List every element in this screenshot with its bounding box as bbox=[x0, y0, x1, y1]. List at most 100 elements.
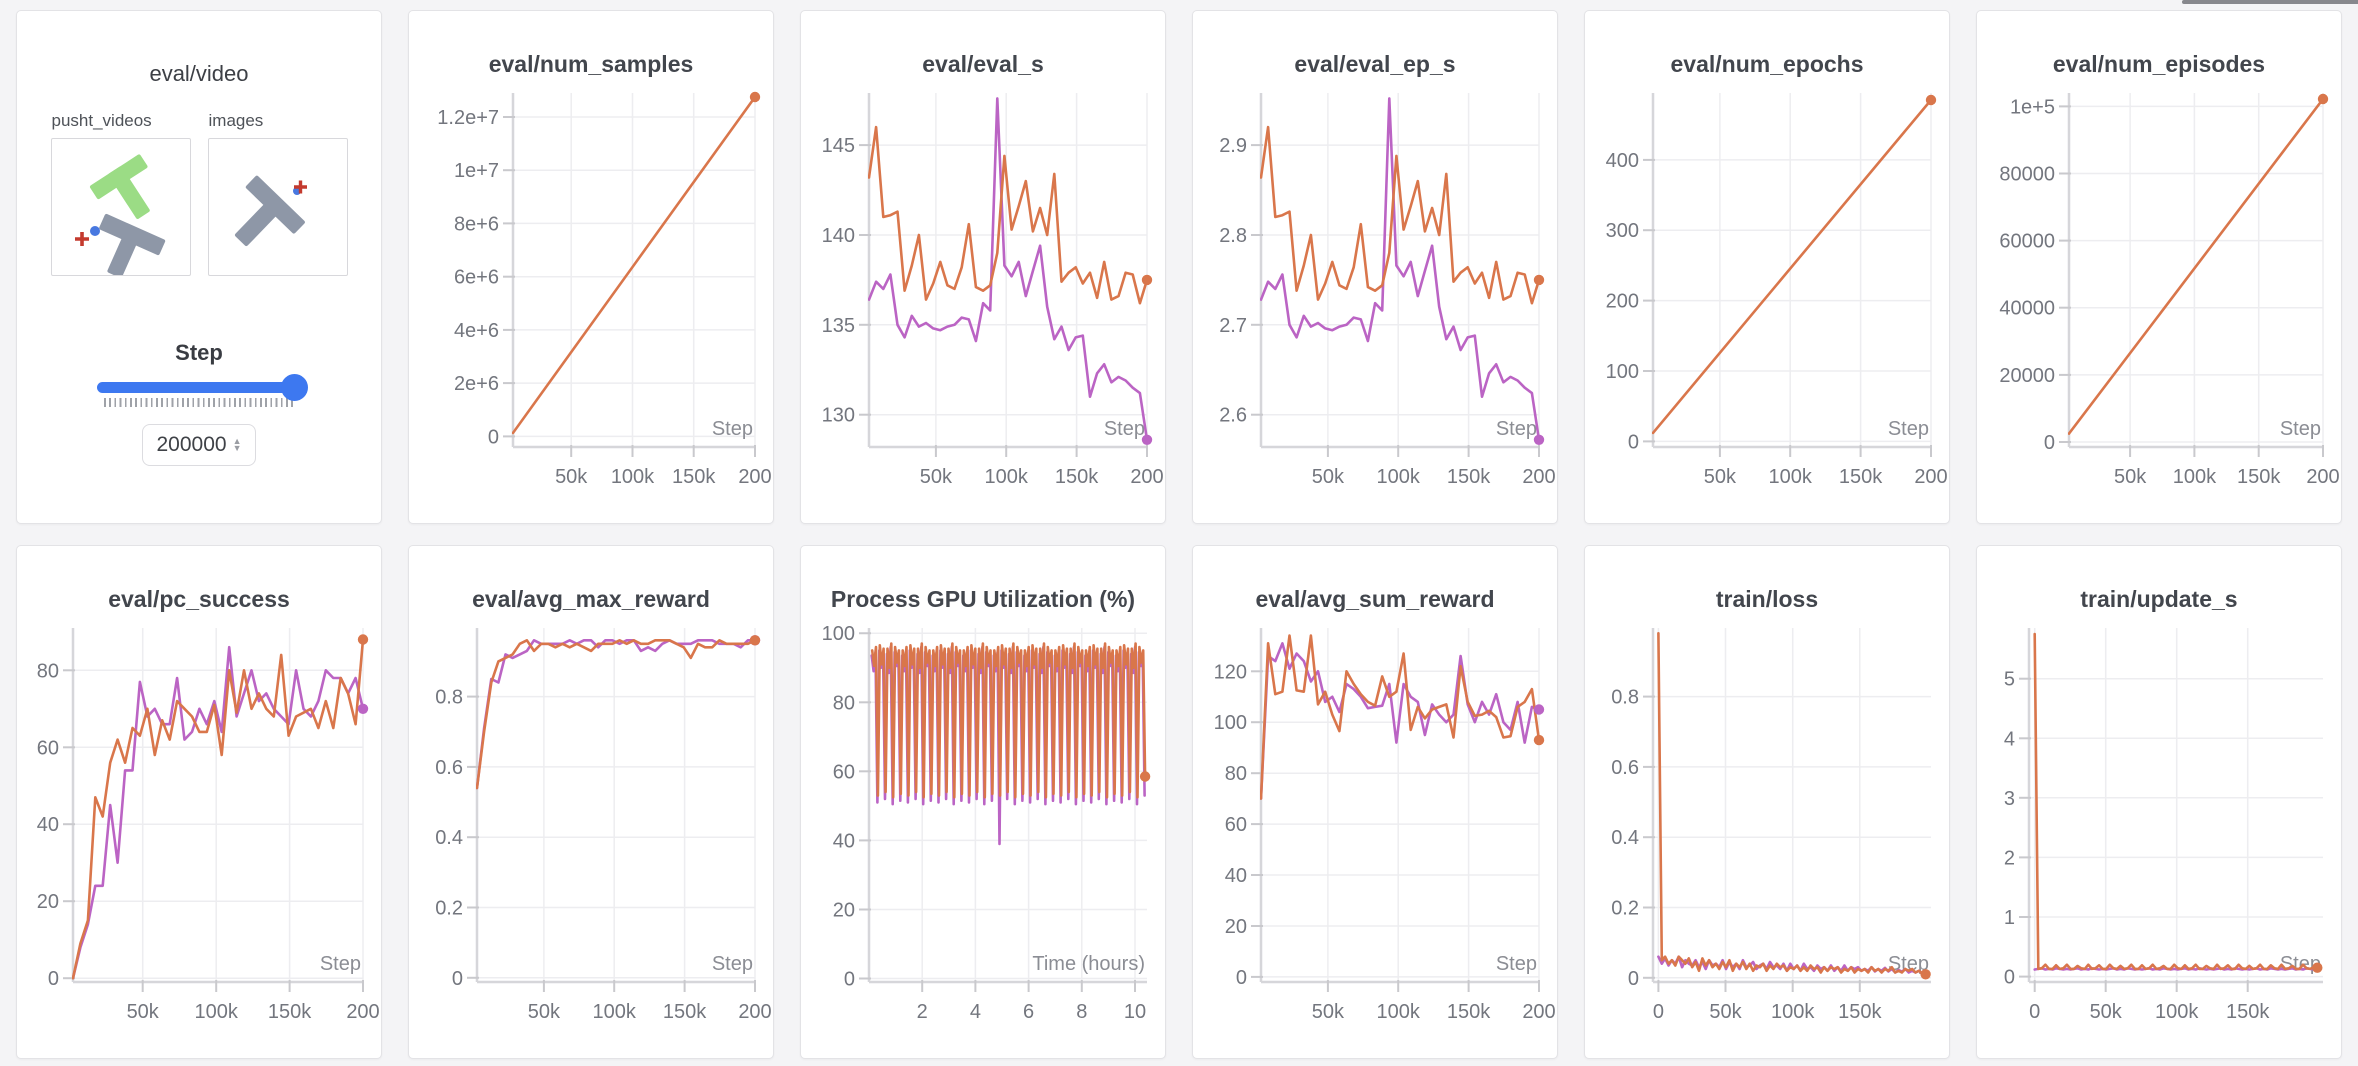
chart-panel-eval-avg-sum-reward: eval/avg_sum_reward 50k 100k 150k 200 0 20 40 6… bbox=[1192, 545, 1558, 1059]
chart-title: train/update_s bbox=[2080, 586, 2238, 612]
svg-text:Step: Step bbox=[712, 418, 753, 440]
media-thumbnail-pusht-videos[interactable] bbox=[50, 138, 191, 278]
line-chart-eval-avg-max-reward[interactable]: 50k 100k 150k 200 0 0.2 0.4 0.6 0.8 Step bbox=[409, 620, 773, 1056]
svg-text:100k: 100k bbox=[611, 466, 655, 488]
chart-panel-eval-num-epochs: eval/num_epochs 50k 100k 150k 200 0 100 200 300… bbox=[1584, 10, 1950, 524]
media-pusht-videos: pusht_videos bbox=[50, 111, 191, 278]
chart-title: eval/pc_success bbox=[108, 586, 290, 612]
svg-text:2.9: 2.9 bbox=[1219, 136, 1247, 158]
svg-text:0.6: 0.6 bbox=[435, 757, 463, 779]
svg-text:200: 200 bbox=[1522, 466, 1555, 488]
svg-text:100k: 100k bbox=[985, 466, 1029, 488]
svg-text:0: 0 bbox=[2029, 1001, 2040, 1023]
step-slider-thumb[interactable] bbox=[280, 374, 308, 401]
svg-text:50k: 50k bbox=[555, 466, 588, 488]
svg-text:2e+6: 2e+6 bbox=[454, 374, 499, 396]
svg-text:100: 100 bbox=[822, 624, 855, 646]
line-chart-eval-eval-s[interactable]: 50k 100k 150k 200 130 135 140 145 Step bbox=[801, 85, 1165, 521]
line-chart-eval-eval-ep-s[interactable]: 50k 100k 150k 200 2.6 2.7 2.8 2.9 Step bbox=[1193, 85, 1557, 521]
svg-text:10: 10 bbox=[1124, 1001, 1146, 1023]
media-images: images bbox=[207, 111, 348, 276]
svg-text:Time (hours): Time (hours) bbox=[1032, 953, 1145, 975]
line-chart-eval-num-episodes[interactable]: 50k 100k 150k 200 0 20000 40000 60000 80000 1e+5 S… bbox=[1977, 85, 2341, 521]
svg-text:120: 120 bbox=[1214, 662, 1247, 684]
svg-text:150k: 150k bbox=[663, 1001, 707, 1023]
goal-cross bbox=[293, 180, 307, 194]
svg-text:400: 400 bbox=[1606, 150, 1639, 172]
svg-text:50k: 50k bbox=[528, 1001, 561, 1023]
svg-text:Step: Step bbox=[1496, 418, 1537, 440]
svg-text:100k: 100k bbox=[1771, 1001, 1815, 1023]
media-label: pusht_videos bbox=[51, 111, 152, 130]
media-label: images bbox=[208, 111, 264, 130]
line-chart-eval-num-epochs[interactable]: 50k 100k 150k 200 0 100 200 300 400 Step bbox=[1585, 85, 1949, 521]
chart-panel-train-loss: train/loss 0 50k 100k 150k 0 0.2 0.4 0.6 0.8 Step bbox=[1584, 545, 1950, 1059]
svg-text:200: 200 bbox=[738, 1001, 771, 1023]
chart-panel-eval-num-episodes: eval/num_episodes 50k 100k 150k 200 0 20000 40… bbox=[1976, 10, 2342, 524]
svg-text:0: 0 bbox=[48, 969, 59, 991]
svg-text:60: 60 bbox=[833, 762, 855, 784]
svg-text:200: 200 bbox=[2306, 466, 2339, 488]
chart-title: train/loss bbox=[1715, 586, 1819, 612]
stepper-arrows-icon[interactable]: ▲ ▼ bbox=[232, 436, 242, 453]
svg-text:20000: 20000 bbox=[1999, 365, 2055, 387]
svg-text:150k: 150k bbox=[2237, 466, 2281, 488]
media-panel-title: eval/video bbox=[149, 61, 249, 86]
step-value: 200000 bbox=[156, 433, 227, 456]
svg-text:0: 0 bbox=[1653, 1001, 1664, 1023]
svg-text:150k: 150k bbox=[672, 466, 716, 488]
chart-title: Process GPU Utilization (%) bbox=[830, 586, 1136, 612]
chart-title: eval/num_epochs bbox=[1670, 51, 1864, 77]
svg-text:1e+5: 1e+5 bbox=[2010, 97, 2055, 119]
svg-text:50k: 50k bbox=[1709, 1001, 1742, 1023]
svg-text:300: 300 bbox=[1606, 221, 1639, 243]
svg-text:100k: 100k bbox=[593, 1001, 637, 1023]
svg-text:Step: Step bbox=[712, 953, 753, 975]
svg-text:Step: Step bbox=[2280, 418, 2321, 440]
svg-text:0: 0 bbox=[2004, 967, 2015, 989]
step-value-input[interactable]: 200000 ▲ ▼ bbox=[142, 424, 256, 466]
svg-text:100k: 100k bbox=[1377, 466, 1421, 488]
svg-text:60: 60 bbox=[37, 738, 59, 760]
chart-title: eval/eval_ep_s bbox=[1294, 51, 1456, 77]
svg-text:50k: 50k bbox=[1312, 466, 1345, 488]
line-chart-eval-pc-success[interactable]: 50k 100k 150k 200 0 20 40 60 80 Step bbox=[17, 620, 381, 1056]
scrollbar-thumb[interactable] bbox=[2182, 0, 2358, 4]
t-object-icon bbox=[234, 175, 307, 247]
svg-text:200: 200 bbox=[1130, 466, 1163, 488]
svg-text:50k: 50k bbox=[920, 466, 953, 488]
media-row: pusht_videos bbox=[17, 111, 381, 278]
line-chart-eval-avg-sum-reward[interactable]: 50k 100k 150k 200 0 20 40 60 80 100 120 Step bbox=[1193, 620, 1557, 1056]
svg-text:150k: 150k bbox=[1447, 466, 1491, 488]
svg-text:0: 0 bbox=[844, 969, 855, 991]
svg-text:2.6: 2.6 bbox=[1219, 405, 1247, 427]
media-panel-eval-video: eval/video pusht_videos bbox=[16, 10, 382, 524]
media-thumbnail-images[interactable] bbox=[207, 138, 348, 276]
svg-text:Step: Step bbox=[1496, 953, 1537, 975]
svg-text:1: 1 bbox=[2004, 907, 2015, 929]
svg-text:0: 0 bbox=[1628, 968, 1639, 990]
svg-text:60000: 60000 bbox=[1999, 231, 2055, 253]
agent-dot bbox=[89, 226, 100, 236]
svg-text:200: 200 bbox=[1914, 466, 1947, 488]
chart-title: eval/eval_s bbox=[922, 51, 1044, 77]
svg-text:100k: 100k bbox=[195, 1001, 239, 1023]
svg-text:0: 0 bbox=[488, 427, 499, 449]
chart-panel-eval-pc-success: eval/pc_success 50k 100k 150k 200 0 20 40 60 80 S… bbox=[16, 545, 382, 1059]
svg-text:200: 200 bbox=[1606, 291, 1639, 313]
chart-title: eval/num_episodes bbox=[2052, 51, 2266, 77]
svg-text:80: 80 bbox=[1225, 764, 1247, 786]
chart-panel-train-update-s: train/update_s 0 50k 100k 150k 0 1 2 3 4 5 Step bbox=[1976, 545, 2342, 1059]
chart-panel-eval-avg-max-reward: eval/avg_max_reward 50k 100k 150k 200 0 0.2 0.… bbox=[408, 545, 774, 1059]
svg-text:135: 135 bbox=[822, 315, 855, 337]
svg-text:1.2e+7: 1.2e+7 bbox=[437, 107, 499, 129]
step-slider-track[interactable] bbox=[96, 374, 308, 401]
line-chart-eval-num-samples[interactable]: 50k 100k 150k 200 0 2e+6 4e+6 6e+6 8e+6 1e+7 1.2e+… bbox=[409, 85, 773, 521]
svg-text:3: 3 bbox=[2004, 788, 2015, 810]
svg-text:40: 40 bbox=[1225, 865, 1247, 887]
svg-text:0: 0 bbox=[452, 968, 463, 990]
